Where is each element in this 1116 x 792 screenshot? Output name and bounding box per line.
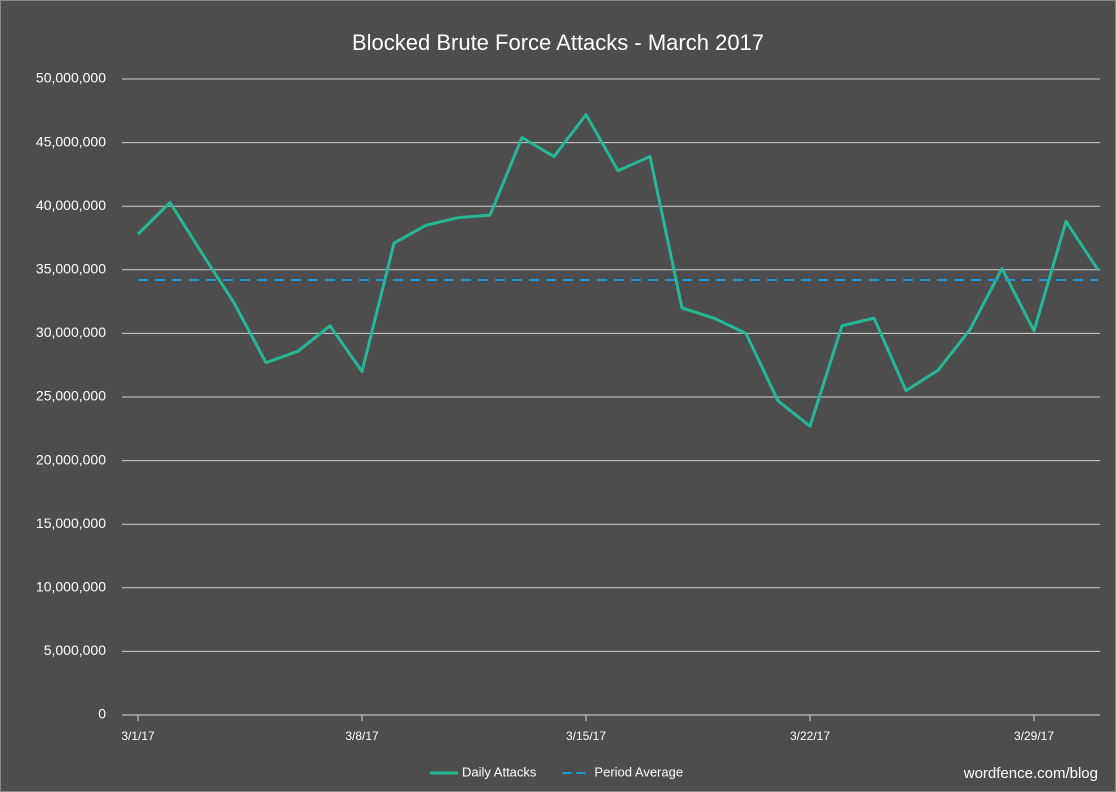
y-tick-label: 5,000,000 [44, 642, 106, 658]
y-tick-label: 30,000,000 [36, 324, 106, 340]
watermark: wordfence.com/blog [963, 765, 1098, 782]
y-tick-label: 0 [98, 706, 106, 722]
y-tick-label: 20,000,000 [36, 451, 106, 467]
y-tick-label: 10,000,000 [36, 579, 106, 595]
y-tick-label: 40,000,000 [36, 197, 106, 213]
y-tick-label: 15,000,000 [36, 515, 106, 531]
legend-label: Period Average [594, 764, 683, 779]
x-tick-label: 3/15/17 [566, 729, 606, 743]
y-tick-label: 45,000,000 [36, 133, 106, 149]
y-tick-label: 25,000,000 [36, 388, 106, 404]
y-tick-label: 35,000,000 [36, 261, 106, 277]
x-tick-label: 3/8/17 [345, 729, 379, 743]
x-tick-label: 3/1/17 [121, 729, 155, 743]
legend-label: Daily Attacks [462, 764, 537, 779]
chart-title: Blocked Brute Force Attacks - March 2017 [352, 30, 764, 55]
data-line [136, 113, 1100, 428]
x-tick-label: 3/29/17 [1014, 729, 1054, 743]
y-tick-label: 50,000,000 [36, 70, 106, 86]
x-tick-label: 3/22/17 [790, 729, 830, 743]
